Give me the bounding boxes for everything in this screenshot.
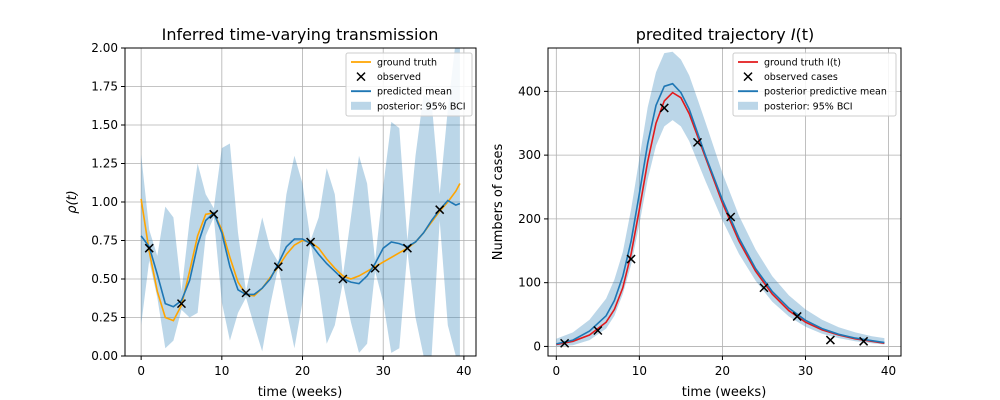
y-tick-label: 400 [518,84,541,98]
legend-entry: posterior predictive mean [738,87,887,98]
observed-point [176,299,187,309]
y-tick-label: 2.00 [91,41,118,55]
y-tick-label: 0 [533,339,541,353]
observed-point [241,288,251,298]
line-layer [556,82,885,346]
observed-point [560,338,570,348]
y-tick-label: 0.75 [91,234,118,248]
x-tick-label: 20 [715,364,730,378]
observed-point [659,103,669,113]
marker-layer [560,103,869,348]
observed-point [435,205,445,215]
observed-point [306,237,316,247]
observed-point [726,212,736,222]
observed-point [144,243,154,253]
x-tick-label: 20 [295,364,310,378]
observed-point [402,243,412,253]
x-tick-label: 0 [137,364,145,378]
observed-point [273,262,283,272]
transmission-chart: Inferred time-varying transmission 0 10 20… [65,25,477,400]
legend-box [345,52,473,117]
y-tick-label: 200 [518,212,541,226]
observed-point [859,336,869,346]
y-tick-label: 1.00 [91,195,118,209]
x-tick-label: 10 [214,364,229,378]
tick-layer: 0 10 20 30 40 0.00 0.25 0.50 0.75 1.00 1.25 1.50 1.7… [91,41,471,378]
legend-box [732,52,897,117]
posterior-band [141,48,460,356]
band-layer [141,48,460,356]
observed-point [593,325,603,336]
y-tick-label: 1.75 [91,80,118,94]
observed-point [692,137,703,147]
x-tick-label: 40 [881,364,896,378]
legend-label: posterior: 95% BCI [377,101,466,112]
legend-label: posterior predictive mean [764,87,887,98]
x-tick-label: 40 [456,364,471,378]
x-tick-label: 30 [798,364,813,378]
predicted-mean-line [556,82,885,345]
legend: ground truth I(t) observed cases posterior… [732,52,897,117]
legend-entry: posterior: 95% BCI [738,101,853,112]
y-tick-label: 300 [518,148,541,162]
y-tick-label: 0.00 [91,349,118,363]
observed-point [338,274,348,284]
legend-label: ground truth [377,58,437,69]
y-axis-label: ρ(t) [65,190,80,214]
legend-label: observed cases [764,72,838,83]
observed-point [626,254,636,264]
y-tick-label: 1.50 [91,118,118,132]
legend-entry: observed cases [743,72,838,83]
observed-point [759,283,769,293]
observed-point [370,263,380,273]
observed-point [792,311,802,321]
x-tick-label: 0 [552,364,560,378]
y-tick-label: 0.50 [91,272,118,286]
legend-label: ground truth I(t) [764,58,841,69]
chart-title: Inferred time-varying transmission [162,25,439,44]
legend-entry: posterior: 95% BCI [351,101,466,112]
x-axis-label: time (weeks) [258,385,343,400]
ground-truth-line [556,91,885,346]
legend-entry: observed [356,72,421,83]
plot-frame [547,47,902,357]
legend-label: predicted mean [377,87,452,98]
trajectory-chart: predited trajectory I(t) 0 10 20 30 40010020… [491,25,902,400]
x-tick-label: 10 [632,364,647,378]
legend-label: observed [377,72,421,83]
chart-title: predited trajectory I(t) [636,25,815,44]
y-tick-label: 100 [518,276,541,290]
legend-entry: ground truth I(t) [738,58,841,69]
x-tick-label: 30 [376,364,391,378]
observed-point [209,209,219,219]
observed-point [825,335,835,345]
legend-entry: ground truth [351,58,437,69]
legend-label: posterior: 95% BCI [764,101,853,112]
legend-entry: predicted mean [351,87,452,98]
y-axis-label: Numbers of cases [491,144,506,261]
y-tick-label: 0.25 [91,311,118,325]
legend: ground truth observed predicted mean poster… [345,52,473,117]
y-tick-label: 1.25 [91,157,118,171]
x-axis-label: time (weeks) [682,385,767,400]
marker-layer [144,205,445,309]
